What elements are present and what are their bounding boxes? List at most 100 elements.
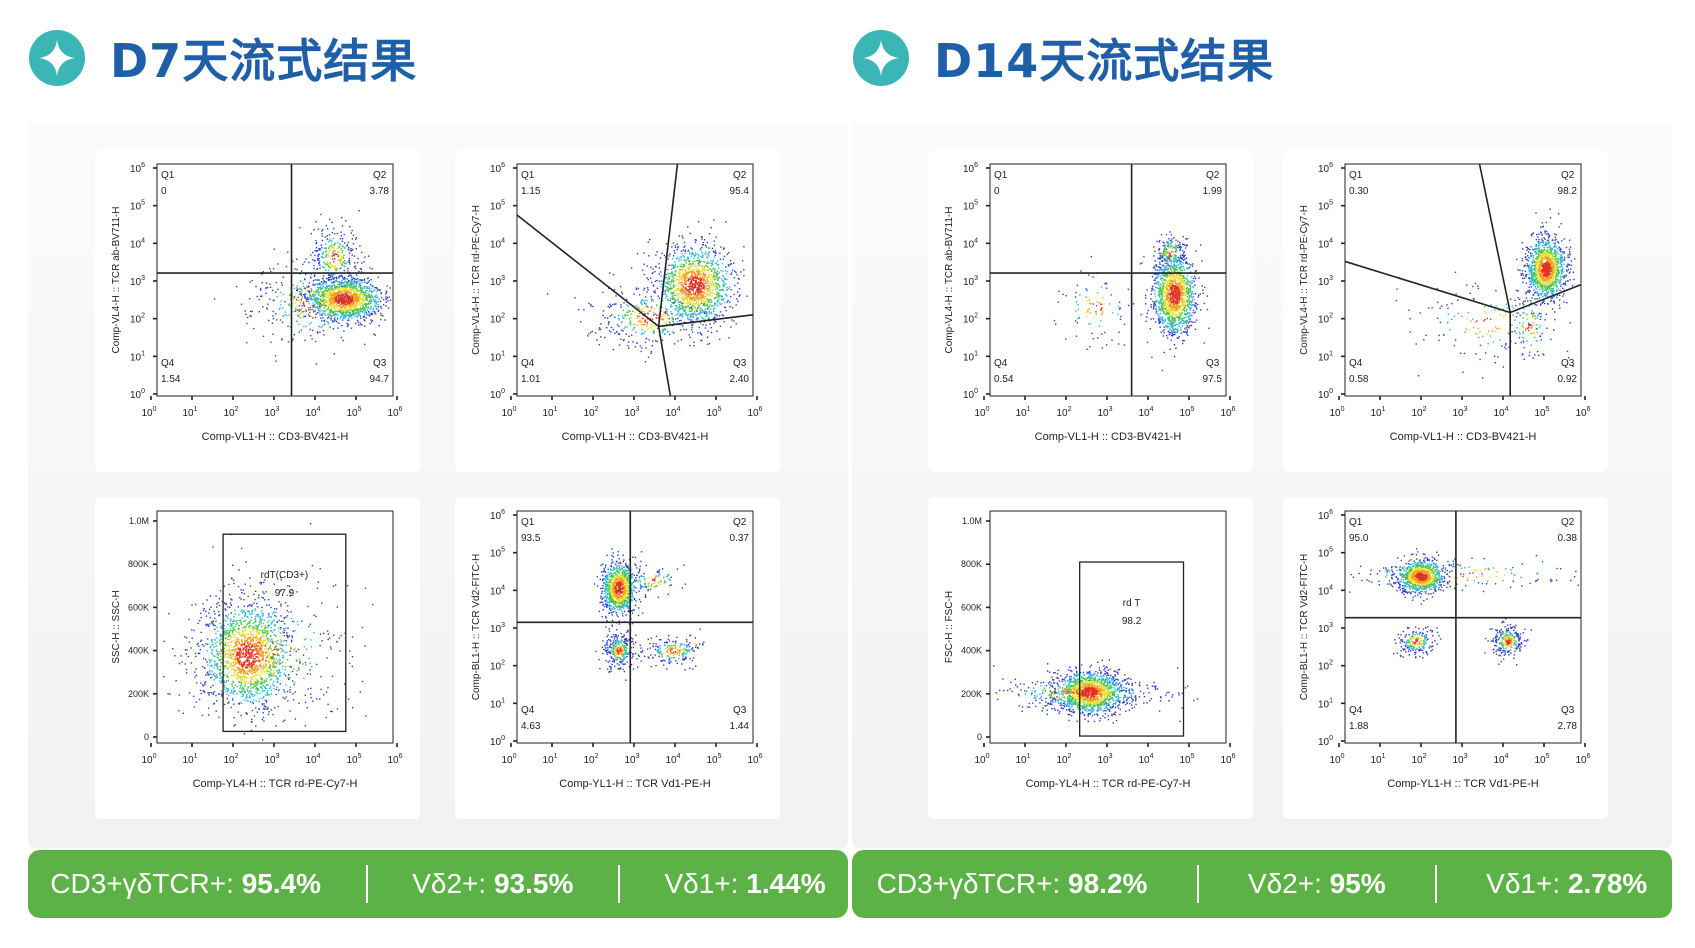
- event-dot: [693, 266, 696, 268]
- event-dot: [351, 308, 354, 310]
- event-dot: [356, 301, 358, 304]
- event-dot: [688, 266, 690, 268]
- event-dot: [349, 314, 351, 316]
- event-dot: [350, 283, 353, 285]
- event-dot: [238, 614, 240, 616]
- event-dot: [315, 299, 317, 301]
- event-dot: [302, 302, 304, 304]
- event-dot: [710, 278, 712, 281]
- event-dot: [692, 263, 695, 265]
- event-dot: [329, 317, 332, 320]
- event-dot: [358, 283, 360, 286]
- event-dot: [341, 294, 343, 296]
- event-dot: [336, 305, 338, 308]
- event-dot: [350, 285, 353, 287]
- event-dot: [339, 259, 341, 262]
- event-dot: [247, 700, 249, 702]
- event-dot: [605, 327, 608, 329]
- event-dot: [333, 233, 336, 235]
- event-dot: [315, 297, 317, 299]
- event-dot: [636, 252, 639, 255]
- event-dot: [730, 326, 732, 328]
- event-dot: [331, 675, 334, 677]
- y-tick-label: 101: [490, 350, 505, 363]
- event-dot: [667, 299, 669, 301]
- event-dot: [310, 292, 312, 294]
- event-dot: [727, 264, 730, 266]
- event-dot: [687, 294, 689, 296]
- event-dot: [738, 288, 741, 290]
- event-dot: [360, 291, 362, 293]
- event-dot: [194, 676, 196, 678]
- event-dot: [330, 309, 332, 311]
- y-tick-label: 103: [490, 275, 505, 288]
- event-dot: [690, 247, 692, 249]
- event-dot: [264, 627, 266, 630]
- event-dot: [304, 315, 307, 317]
- event-dot: [285, 616, 287, 618]
- event-dot: [689, 277, 692, 280]
- event-dot: [335, 288, 337, 290]
- event-dot: [689, 271, 692, 273]
- event-dot: [269, 298, 271, 300]
- event-dot: [210, 673, 212, 675]
- event-dot: [231, 624, 233, 627]
- event-dot: [310, 316, 313, 318]
- event-dot: [635, 287, 637, 289]
- event-dot: [278, 308, 280, 311]
- event-dot: [626, 311, 628, 314]
- event-dot: [698, 313, 700, 315]
- event-dot: [229, 619, 232, 621]
- event-dot: [716, 299, 719, 302]
- event-dot: [317, 288, 319, 291]
- event-dot: [332, 304, 334, 307]
- event-dot: [329, 301, 331, 304]
- event-dot: [668, 283, 670, 285]
- event-dot: [337, 242, 339, 244]
- event-dot: [318, 248, 320, 250]
- event-dot: [289, 710, 291, 712]
- event-dot: [340, 262, 343, 265]
- event-dot: [697, 307, 699, 309]
- event-dot: [698, 269, 700, 271]
- event-dot: [327, 317, 329, 319]
- event-dot: [310, 322, 312, 324]
- event-dot: [677, 247, 679, 249]
- event-dot: [720, 270, 722, 272]
- event-dot: [365, 295, 367, 298]
- event-dot: [348, 662, 351, 664]
- event-dot: [240, 610, 242, 613]
- event-dot: [218, 669, 221, 671]
- event-dot: [715, 236, 717, 238]
- event-dot: [351, 295, 353, 297]
- event-dot: [283, 691, 286, 693]
- event-dot: [185, 668, 188, 671]
- event-dot: [305, 638, 307, 640]
- event-dot: [322, 300, 325, 303]
- event-dot: [683, 274, 686, 277]
- event-dot: [266, 604, 268, 606]
- event-dot: [371, 268, 373, 270]
- event-dot: [315, 291, 318, 293]
- event-dot: [326, 238, 329, 240]
- event-dot: [375, 303, 377, 305]
- event-dot: [690, 329, 693, 331]
- event-dot: [300, 294, 303, 296]
- event-dot: [631, 334, 633, 336]
- event-dot: [316, 292, 318, 295]
- event-dot: [609, 306, 611, 309]
- y-tick-label: 100: [130, 388, 145, 401]
- event-dot: [238, 681, 240, 683]
- y-tick-label: 104: [490, 237, 505, 250]
- event-dot: [672, 277, 675, 279]
- event-dot: [696, 296, 698, 298]
- event-dot: [230, 598, 232, 600]
- event-dot: [625, 314, 627, 316]
- event-dot: [708, 262, 710, 264]
- event-dot: [372, 290, 374, 292]
- event-dot: [352, 243, 355, 245]
- event-dot: [681, 269, 683, 272]
- event-dot: [333, 304, 335, 306]
- event-dot: [341, 315, 343, 318]
- event-dot: [226, 606, 229, 608]
